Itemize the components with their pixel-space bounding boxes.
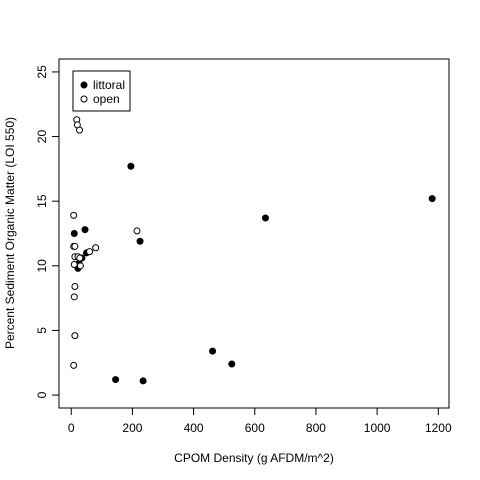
point-littoral [209,347,217,355]
point-open [70,261,78,269]
point-open [92,244,100,252]
x-tick-label: 1000 [364,421,391,435]
y-tick-label: 10 [35,259,49,273]
x-tick-label: 200 [122,421,142,435]
point-open [76,262,84,270]
legend-label-littoral: littoral [93,78,125,92]
y-axis: 0 5 10 15 20 25 [35,65,60,398]
point-open [133,227,141,235]
x-axis: 0 200 400 600 800 1000 1200 [68,407,452,435]
x-axis-title: CPOM Density (g AFDM/m^2) [174,451,334,465]
y-tick-label: 25 [35,65,49,79]
legend-box [72,70,131,112]
y-tick-label: 0 [35,391,49,398]
point-littoral [70,230,78,237]
point-littoral [127,162,135,170]
point-open [71,332,79,340]
x-tick-label: 1200 [425,421,452,435]
legend: littoral open [72,70,131,112]
point-open [70,361,78,369]
point-littoral [139,377,147,385]
y-axis-title: Percent Sediment Organic Matter (LOI 550… [3,117,17,349]
y-tick-label: 15 [35,194,49,208]
point-littoral [81,226,89,234]
y-tick-label: 20 [35,130,49,144]
point-littoral [136,237,144,245]
point-littoral [428,195,436,203]
x-tick-label: 400 [184,421,204,435]
legend-marker-littoral [80,81,88,89]
point-open [71,282,79,290]
point-littoral [228,360,236,368]
point-open [86,248,94,256]
point-littoral [261,214,269,222]
x-tick-label: 0 [68,421,75,435]
point-open [76,254,84,262]
x-tick-label: 600 [245,421,265,435]
point-open [70,293,78,301]
point-open [71,242,79,250]
point-open [75,126,83,134]
legend-marker-open [80,95,88,103]
data-points [70,103,436,385]
point-littoral [112,376,120,384]
y-tick-label: 5 [35,327,49,334]
legend-label-open: open [93,92,120,106]
point-open [70,211,78,219]
x-tick-label: 800 [306,421,326,435]
